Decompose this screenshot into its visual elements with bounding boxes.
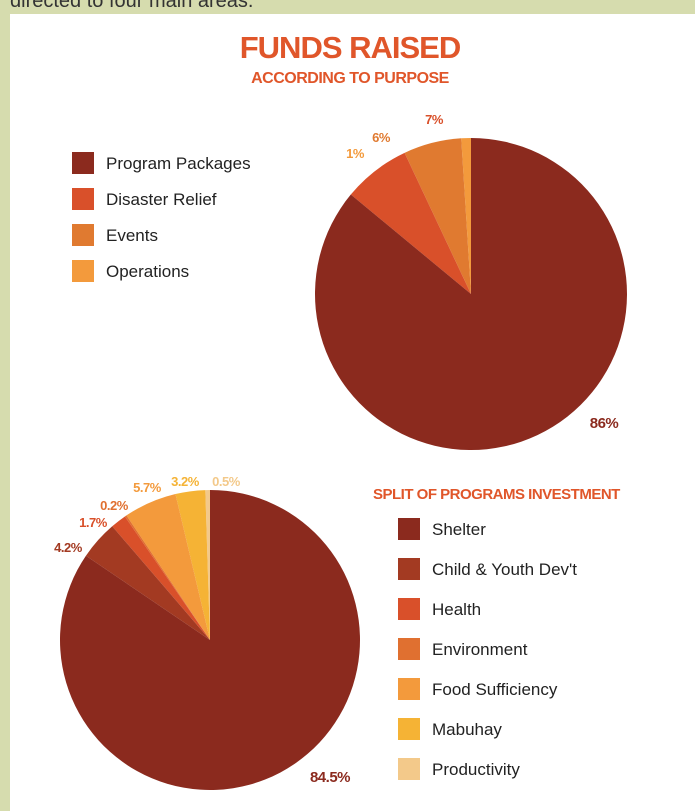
data-label: 1.7% (79, 515, 108, 530)
legend-swatch (398, 558, 420, 580)
legend-label: Productivity (432, 760, 520, 779)
legend-swatch (72, 260, 94, 282)
legend-swatch (398, 598, 420, 620)
legend-label: Events (106, 226, 158, 245)
legend-swatch (398, 758, 420, 780)
data-label: 6% (372, 130, 391, 145)
pie-slice (404, 138, 471, 294)
legend-swatch (398, 718, 420, 740)
pie-slice (126, 494, 210, 640)
data-label: 0.2% (100, 498, 129, 513)
pie-slice (205, 490, 210, 640)
pie-slice (175, 490, 210, 640)
legend-label: Environment (432, 640, 528, 659)
pie-slice (461, 138, 471, 294)
legend-swatch (398, 678, 420, 700)
legend-swatch (72, 224, 94, 246)
chart-subtitle: ACCORDING TO PURPOSE (251, 70, 450, 87)
data-label: 4.2% (54, 540, 83, 555)
data-label: 84.5% (310, 769, 350, 786)
legend-label: Health (432, 600, 481, 619)
legend-swatch (72, 188, 94, 210)
pie-slice (85, 526, 210, 640)
data-label: 86% (590, 415, 619, 432)
legend-label: Program Packages (106, 154, 251, 173)
pie-slice (124, 515, 210, 640)
legend-label: Shelter (432, 520, 486, 539)
legend-swatch (398, 518, 420, 540)
legend-label: Food Sufficiency (432, 680, 558, 699)
data-label: 5.7% (133, 480, 162, 495)
legend-label: Operations (106, 262, 189, 281)
chart-title: SPLIT OF PROGRAMS INVESTMENT (373, 486, 620, 503)
legend-label: Mabuhay (432, 720, 502, 739)
data-label: 0.5% (212, 474, 241, 489)
pie-slice (112, 516, 210, 640)
legend-swatch (398, 638, 420, 660)
pie-slice (60, 490, 360, 790)
chart-title: FUNDS RAISED (240, 30, 461, 65)
caption: directed to four main areas. (10, 0, 253, 12)
legend-swatch (72, 152, 94, 174)
data-label: 1% (346, 146, 365, 161)
legend-label: Disaster Relief (106, 190, 217, 209)
pie-slice (350, 152, 471, 294)
legend-label: Child & Youth Dev't (432, 560, 577, 579)
data-label: 7% (425, 112, 444, 127)
data-label: 3.2% (171, 474, 200, 489)
pie-slice (314, 138, 627, 450)
